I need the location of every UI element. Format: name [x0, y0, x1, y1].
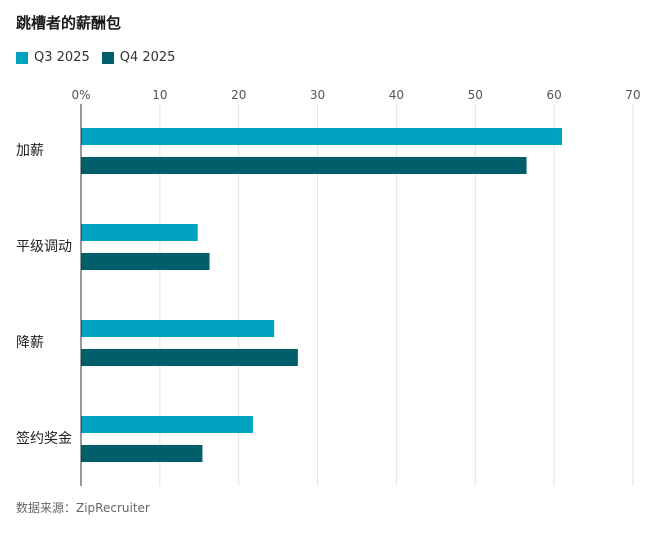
- bar-q3-3: [81, 416, 253, 433]
- legend-swatch-q4: [101, 51, 114, 64]
- bar-q3-1: [81, 224, 198, 241]
- category-label-0: 加薪: [16, 143, 44, 159]
- x-tick-label-0: 0%: [71, 88, 90, 102]
- x-tick-label-2: 20: [231, 88, 246, 102]
- bar-q4-1: [81, 253, 210, 270]
- chart-title: 跳槽者的薪酬包: [16, 14, 122, 32]
- legend: Q3 2025 Q4 2025: [16, 50, 187, 65]
- x-tick-label-5: 50: [468, 88, 483, 102]
- category-label-3: 签约奖金: [16, 430, 72, 447]
- legend-swatch-q3: [16, 51, 28, 64]
- bar-q4-0: [81, 157, 527, 174]
- x-tick-label-4: 40: [389, 88, 404, 102]
- x-tick-label-3: 30: [310, 88, 325, 102]
- legend-label-q4: Q4 2025: [119, 50, 176, 65]
- category-label-2: 降薪: [16, 335, 44, 351]
- bar-q3-2: [81, 320, 275, 337]
- legend-item-q3: Q3 2025: [16, 50, 90, 65]
- bar-q3-0: [81, 128, 563, 145]
- x-tick-label-7: 70: [625, 88, 640, 102]
- legend-label-q3: Q3 2025: [34, 50, 90, 65]
- bar-q4-2: [81, 349, 298, 366]
- category-label-1: 平级调动: [16, 239, 72, 255]
- x-tick-label-1: 10: [152, 88, 167, 102]
- source-note: 数据来源：ZipRecruiter: [16, 501, 150, 515]
- legend-item-q4: Q4 2025: [101, 50, 176, 65]
- x-tick-label-6: 60: [547, 88, 562, 102]
- bar-q4-3: [81, 445, 203, 462]
